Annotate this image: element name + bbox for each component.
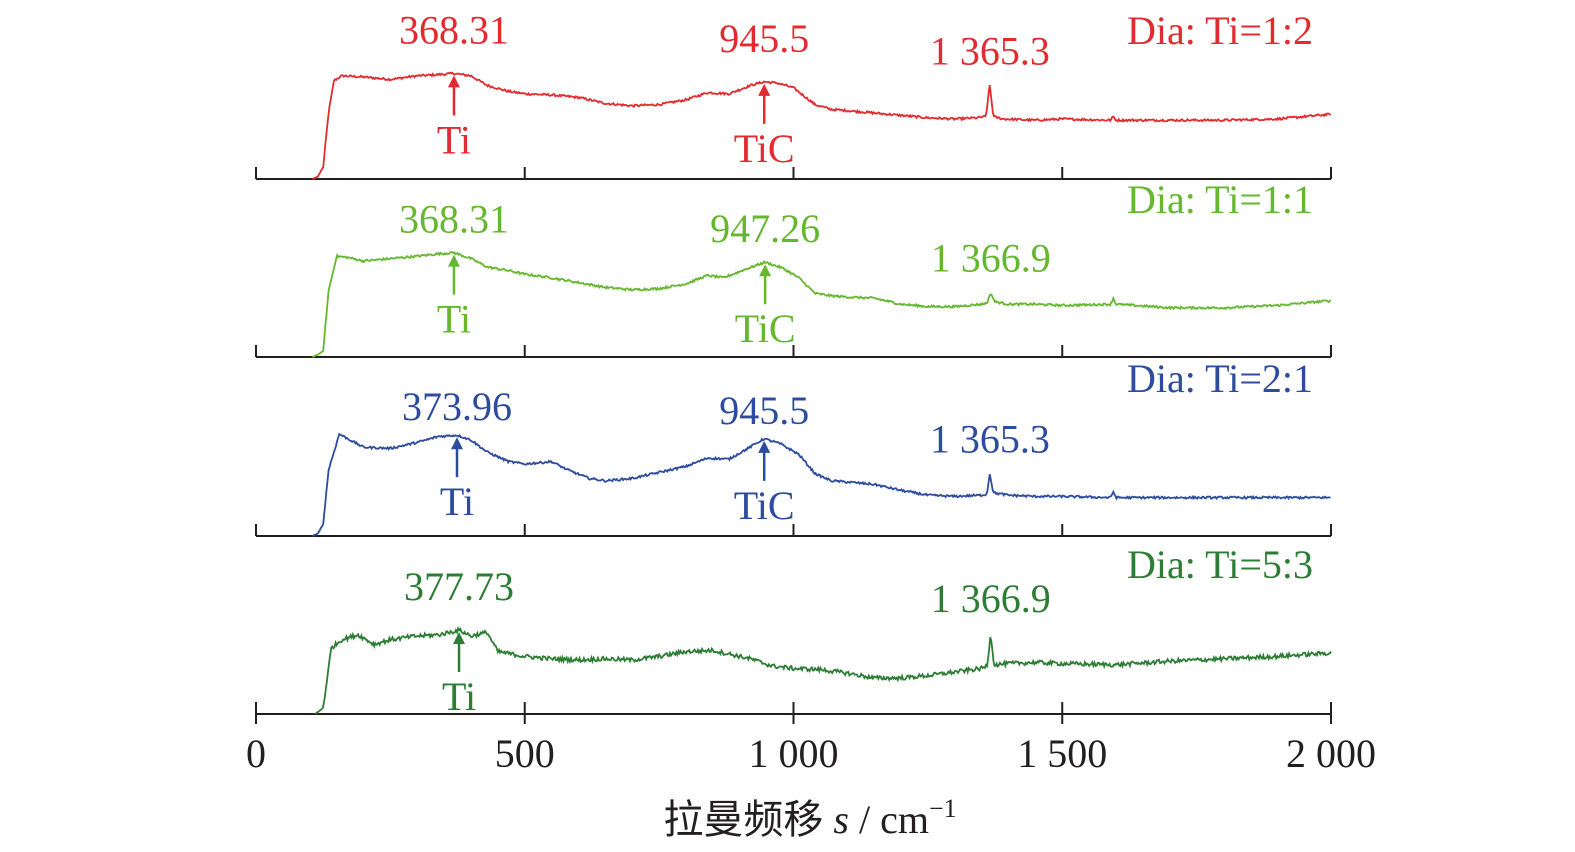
x-tick-label: 0 <box>246 731 266 776</box>
peak-compound-label: Ti <box>440 479 474 524</box>
x-tick-label: 1 500 <box>1017 731 1107 776</box>
peak-arrow-head <box>758 440 771 453</box>
peak-value-label: 1 366.9 <box>931 236 1051 281</box>
series-legend-label: Dia: Ti=1:2 <box>1127 8 1313 53</box>
peak-value-label: 368.31 <box>399 7 509 52</box>
spectrum-line <box>312 432 1331 537</box>
x-axis-label-variable: s <box>833 797 849 842</box>
peak-value-label: 1 366.9 <box>931 576 1051 621</box>
spectrum-panel: Dia: Ti=2:1 Ti 373.96 TiC 945.5 1 365.3 <box>255 356 1332 537</box>
peak-arrow-head <box>447 75 460 88</box>
peak-compound-label: Ti <box>442 674 476 719</box>
peak-value-label: 368.31 <box>399 197 509 242</box>
peak-arrow-head <box>758 83 771 96</box>
peak-compound-label: Ti <box>437 117 471 162</box>
spectrum-line <box>312 250 1332 358</box>
series-legend-label: Dia: Ti=5:3 <box>1127 542 1313 587</box>
spectrum-panel: Dia: Ti=1:2 Ti 368.31 TiC 945.5 1 365.3 <box>255 7 1332 180</box>
peak-value-label: 947.26 <box>710 206 820 251</box>
x-axis: 0 500 1 000 1 500 2 000 <box>246 714 1376 776</box>
peak-arrow-head <box>453 632 466 645</box>
peak-compound-label: TiC <box>734 126 795 171</box>
peak-arrow-head <box>447 254 460 267</box>
peak-value-label: 1 365.3 <box>930 29 1050 74</box>
spectrum-line <box>314 625 1332 715</box>
peak-arrow-head <box>451 437 464 450</box>
peak-value-label: 373.96 <box>402 384 512 429</box>
x-tick-label: 500 <box>495 731 555 776</box>
x-axis-label: 拉曼频移 s / cm−1 <box>663 794 956 842</box>
spectrum-panel: Dia: Ti=5:3 Ti 377.73 1 366.9 <box>255 542 1332 719</box>
peak-compound-label: TiC <box>734 483 795 528</box>
x-tick-label: 2 000 <box>1286 731 1376 776</box>
peak-value-label: 945.5 <box>719 388 809 433</box>
peak-compound-label: TiC <box>735 306 796 351</box>
spectrum-line <box>312 71 1332 180</box>
peak-value-label: 377.73 <box>404 564 514 609</box>
series-legend-label: Dia: Ti=2:1 <box>1127 356 1313 401</box>
x-axis-label-prefix: 拉曼频移 <box>663 797 833 842</box>
peak-value-label: 945.5 <box>719 16 809 61</box>
spectrum-panel: Dia: Ti=1:1 Ti 368.31 TiC 947.26 1 366.9 <box>255 177 1332 358</box>
x-tick-label: 1 000 <box>749 731 839 776</box>
series-legend-label: Dia: Ti=1:1 <box>1127 177 1313 222</box>
x-axis-label-unit: / cm <box>849 797 929 842</box>
peak-arrow-head <box>759 264 772 277</box>
peak-value-label: 1 365.3 <box>930 416 1050 461</box>
x-axis-label-exponent: −1 <box>929 794 957 823</box>
peak-compound-label: Ti <box>437 297 471 342</box>
